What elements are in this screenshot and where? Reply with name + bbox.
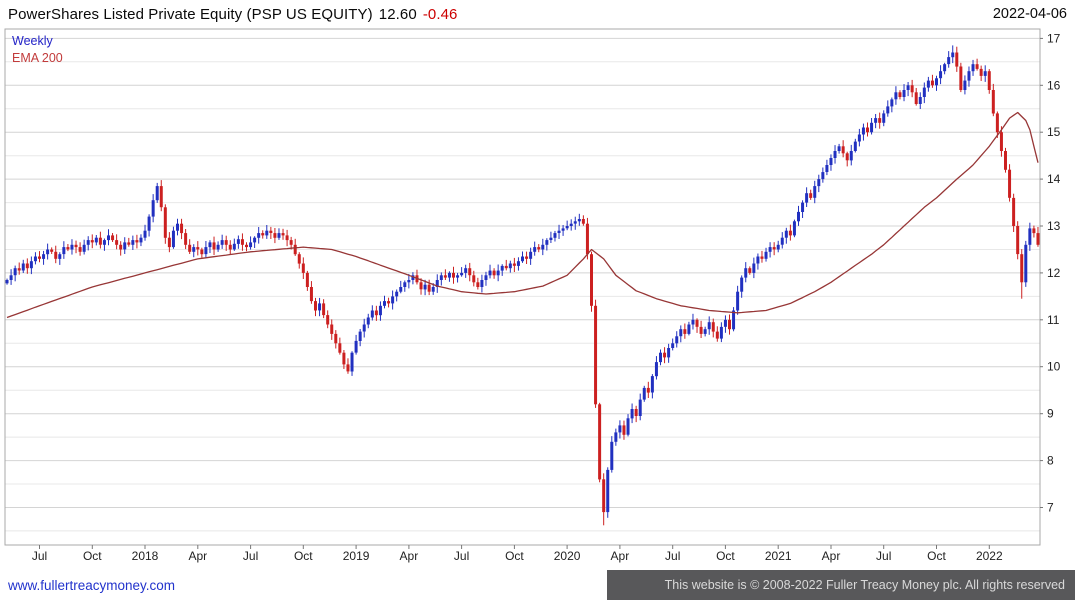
svg-text:9: 9 xyxy=(1047,407,1054,421)
svg-text:13: 13 xyxy=(1047,219,1061,233)
x-axis-labels: Jul Oct 2018 Apr Jul Oct 2019 Apr Jul Oct 2020 Apr J… xyxy=(32,545,1003,563)
footer-left: www.fullertreacymoney.com xyxy=(0,570,607,600)
svg-text:Oct: Oct xyxy=(83,549,102,563)
svg-text:2021: 2021 xyxy=(765,549,792,563)
svg-text:16: 16 xyxy=(1047,78,1061,92)
svg-text:Jul: Jul xyxy=(665,549,680,563)
svg-text:Oct: Oct xyxy=(927,549,946,563)
gridlines xyxy=(5,37,1040,532)
svg-text:Oct: Oct xyxy=(294,549,313,563)
svg-text:2018: 2018 xyxy=(132,549,159,563)
svg-text:17: 17 xyxy=(1047,31,1061,45)
chart-date: 2022-04-06 xyxy=(992,6,1067,22)
frequency-label: Weekly xyxy=(12,34,53,48)
page-title: PowerShares Listed Private Equity (PSP U… xyxy=(8,5,373,23)
price-chart: Jul Oct 2018 Apr Jul Oct 2019 Apr Jul Oct 2020 Apr J… xyxy=(4,28,1061,563)
title-area: PowerShares Listed Private Equity (PSP U… xyxy=(8,6,458,23)
y-axis-labels: 7 8 9 10 11 12 13 14 15 16 17 xyxy=(1040,31,1061,515)
svg-text:Jul: Jul xyxy=(243,549,258,563)
svg-text:7: 7 xyxy=(1047,501,1054,515)
page-footer: www.fullertreacymoney.com This website i… xyxy=(0,570,1075,600)
svg-text:14: 14 xyxy=(1047,172,1061,186)
svg-text:Apr: Apr xyxy=(822,549,841,563)
svg-text:11: 11 xyxy=(1047,313,1060,327)
svg-text:10: 10 xyxy=(1047,360,1061,374)
svg-text:Oct: Oct xyxy=(505,549,524,563)
svg-text:Oct: Oct xyxy=(716,549,735,563)
svg-text:2022: 2022 xyxy=(976,549,1003,563)
footer-copyright-bar: This website is © 2008-2022 Fuller Treac… xyxy=(607,570,1075,600)
chart-header: PowerShares Listed Private Equity (PSP U… xyxy=(0,0,1075,26)
chart-area: Jul Oct 2018 Apr Jul Oct 2019 Apr Jul Oct 2020 Apr J… xyxy=(0,26,1075,570)
svg-text:15: 15 xyxy=(1047,125,1061,139)
svg-text:2019: 2019 xyxy=(343,549,370,563)
svg-text:8: 8 xyxy=(1047,454,1054,468)
copyright-text: This website is © 2008-2022 Fuller Treac… xyxy=(664,578,1065,592)
svg-text:Apr: Apr xyxy=(611,549,630,563)
candles xyxy=(5,45,1040,526)
change-value: -0.46 xyxy=(422,5,458,23)
svg-text:Apr: Apr xyxy=(188,549,207,563)
footer-link[interactable]: www.fullertreacymoney.com xyxy=(8,577,176,593)
svg-text:Apr: Apr xyxy=(400,549,419,563)
ema-label: EMA 200 xyxy=(12,51,63,65)
ema-line xyxy=(6,111,1039,319)
price-value: 12.60 xyxy=(378,5,417,23)
svg-text:Jul: Jul xyxy=(32,549,47,563)
svg-text:12: 12 xyxy=(1047,266,1061,280)
svg-text:Jul: Jul xyxy=(454,549,469,563)
svg-text:Jul: Jul xyxy=(876,549,891,563)
svg-text:2020: 2020 xyxy=(554,549,581,563)
